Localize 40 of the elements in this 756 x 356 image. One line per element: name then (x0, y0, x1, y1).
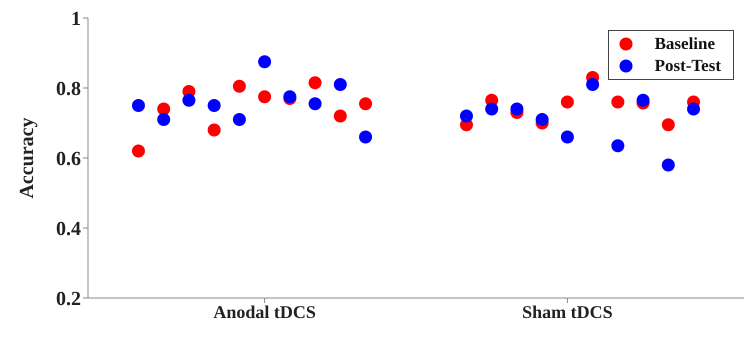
point (132, 144, 145, 158)
y-tick-label: 0.2 (56, 288, 81, 310)
y-tick-label: 0.8 (56, 78, 81, 100)
point (157, 113, 170, 126)
y-tick-label: 0.4 (56, 218, 81, 240)
point (258, 55, 272, 68)
y-tick-label: 1 (71, 8, 81, 30)
legend-label: Baseline (654, 33, 716, 55)
point (485, 102, 498, 116)
y-tick-label: 0.6 (56, 148, 81, 170)
point (359, 97, 372, 110)
x-tick-label: Anodal tDCS (213, 302, 316, 322)
point (334, 110, 347, 122)
point (132, 99, 145, 112)
point (662, 118, 675, 132)
point (157, 102, 170, 116)
point (182, 94, 196, 107)
legend-label: Post-Test (654, 55, 721, 77)
point (611, 96, 624, 108)
point (334, 78, 347, 91)
point (687, 102, 700, 116)
y-axis-title: Accuracy (16, 117, 38, 199)
point (510, 102, 524, 116)
point (308, 76, 322, 90)
point (636, 94, 650, 107)
point (536, 113, 549, 126)
point (560, 96, 574, 108)
point (359, 130, 372, 144)
x-tick-label: Sham tDCS (522, 302, 613, 322)
point (208, 99, 221, 112)
point (560, 130, 574, 144)
point (460, 110, 473, 122)
point (232, 80, 246, 93)
point (308, 97, 322, 110)
point (662, 158, 675, 172)
point (232, 113, 246, 126)
point (208, 124, 221, 136)
point (586, 78, 600, 91)
point (258, 90, 272, 104)
point (611, 139, 624, 152)
